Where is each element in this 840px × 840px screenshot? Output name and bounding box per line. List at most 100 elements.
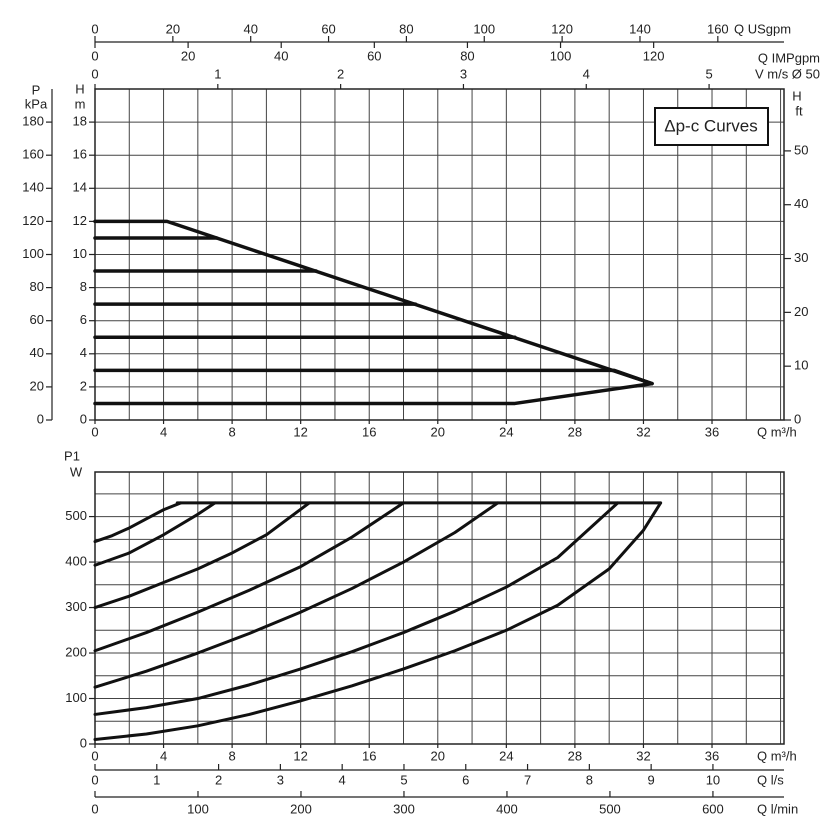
y-tick-label: 14 [73, 180, 87, 195]
x-tick-label: 12 [293, 748, 307, 763]
tick-label: 2 [215, 772, 222, 787]
tick-label: 140 [22, 180, 44, 195]
axis-label: V m/s Ø 50 [755, 66, 820, 81]
x-tick-label: 28 [568, 748, 582, 763]
curve [93, 501, 620, 716]
x-tick-label: 36 [705, 424, 719, 439]
tick-label: 10 [706, 772, 720, 787]
x-tick-label: 36 [705, 748, 719, 763]
tick-label: 30 [794, 250, 808, 265]
tick-label: 120 [22, 213, 44, 228]
curve [93, 501, 663, 741]
tick-label: 0 [37, 411, 44, 426]
tick-label: 160 [707, 21, 729, 36]
y-tick-label: 0 [80, 411, 87, 426]
tick-label: 40 [243, 21, 257, 36]
tick-label: 6 [462, 772, 469, 787]
x-tick-label: 12 [293, 424, 307, 439]
tick-label: 300 [393, 801, 415, 816]
axis-unit: ft [795, 103, 803, 118]
axis-label: H [792, 88, 801, 103]
y-axis-label: P1 [64, 448, 80, 463]
x-tick-label: 8 [228, 424, 235, 439]
tick-label: 8 [586, 772, 593, 787]
tick-label: 80 [399, 21, 413, 36]
tick-label: 4 [583, 66, 590, 81]
y-tick-label: 6 [80, 312, 87, 327]
x-tick-label: 16 [362, 424, 376, 439]
tick-label: 0 [91, 21, 98, 36]
axis-label: Q l/s [757, 772, 784, 787]
x-axis-label: Q m³/h [757, 748, 797, 763]
tick-label: 120 [643, 48, 665, 63]
tick-label: 20 [30, 378, 44, 393]
curve [93, 501, 500, 689]
tick-label: 0 [794, 411, 801, 426]
tick-label: 3 [460, 66, 467, 81]
y-tick-label: 0 [80, 735, 87, 750]
curve [93, 381, 654, 406]
tick-label: 100 [550, 48, 572, 63]
tick-label: 100 [473, 21, 495, 36]
curve [93, 219, 654, 386]
x-tick-label: 24 [499, 748, 513, 763]
curve [93, 501, 311, 610]
curve [93, 501, 406, 653]
tick-label: 20 [166, 21, 180, 36]
x-tick-label: 4 [160, 424, 167, 439]
curve [93, 368, 654, 386]
x-tick-label: 24 [499, 424, 513, 439]
tick-label: 80 [460, 48, 474, 63]
axis-label: Q IMPgpm [758, 50, 820, 65]
y-tick-label: 2 [80, 378, 87, 393]
tick-label: 180 [22, 114, 44, 129]
x-tick-label: 4 [160, 748, 167, 763]
tick-label: 100 [187, 801, 209, 816]
x-tick-label: 32 [636, 748, 650, 763]
y-tick-label: 16 [73, 147, 87, 162]
x-tick-label: 20 [431, 748, 445, 763]
tick-label: 9 [648, 772, 655, 787]
tick-label: 3 [277, 772, 284, 787]
tick-label: 500 [599, 801, 621, 816]
tick-label: 5 [705, 66, 712, 81]
tick-label: 40 [30, 345, 44, 360]
tick-label: 20 [181, 48, 195, 63]
x-tick-label: 0 [91, 748, 98, 763]
tick-label: 4 [339, 772, 346, 787]
tick-label: 60 [367, 48, 381, 63]
tick-label: 60 [321, 21, 335, 36]
axis-label: Q USgpm [734, 21, 791, 36]
y-axis-unit: W [70, 464, 83, 479]
tick-label: 80 [30, 279, 44, 294]
y-tick-label: 400 [65, 553, 87, 568]
y-tick-label: 200 [65, 644, 87, 659]
tick-label: 50 [794, 142, 808, 157]
tick-label: 7 [524, 772, 531, 787]
tick-label: 1 [214, 66, 221, 81]
y-tick-label: 100 [65, 690, 87, 705]
annotation: Δp-c Curves [664, 116, 758, 135]
y-tick-label: 8 [80, 279, 87, 294]
tick-label: 1 [153, 772, 160, 787]
axis-label: Q l/min [757, 801, 798, 816]
x-tick-label: 20 [431, 424, 445, 439]
y-tick-label: 300 [65, 599, 87, 614]
tick-label: 2 [337, 66, 344, 81]
tick-label: 160 [22, 147, 44, 162]
y-axis-label: H [75, 81, 84, 96]
tick-label: 5 [400, 772, 407, 787]
x-tick-label: 32 [636, 424, 650, 439]
tick-label: 0 [91, 66, 98, 81]
tick-label: 10 [794, 358, 808, 373]
tick-label: 600 [702, 801, 724, 816]
y-axis-unit: m [75, 96, 86, 111]
tick-label: 20 [794, 304, 808, 319]
x-axis-label: Q m³/h [757, 424, 797, 439]
y-tick-label: 500 [65, 508, 87, 523]
y-tick-label: 10 [73, 246, 87, 261]
tick-label: 40 [794, 196, 808, 211]
tick-label: 40 [274, 48, 288, 63]
tick-label: 0 [91, 48, 98, 63]
